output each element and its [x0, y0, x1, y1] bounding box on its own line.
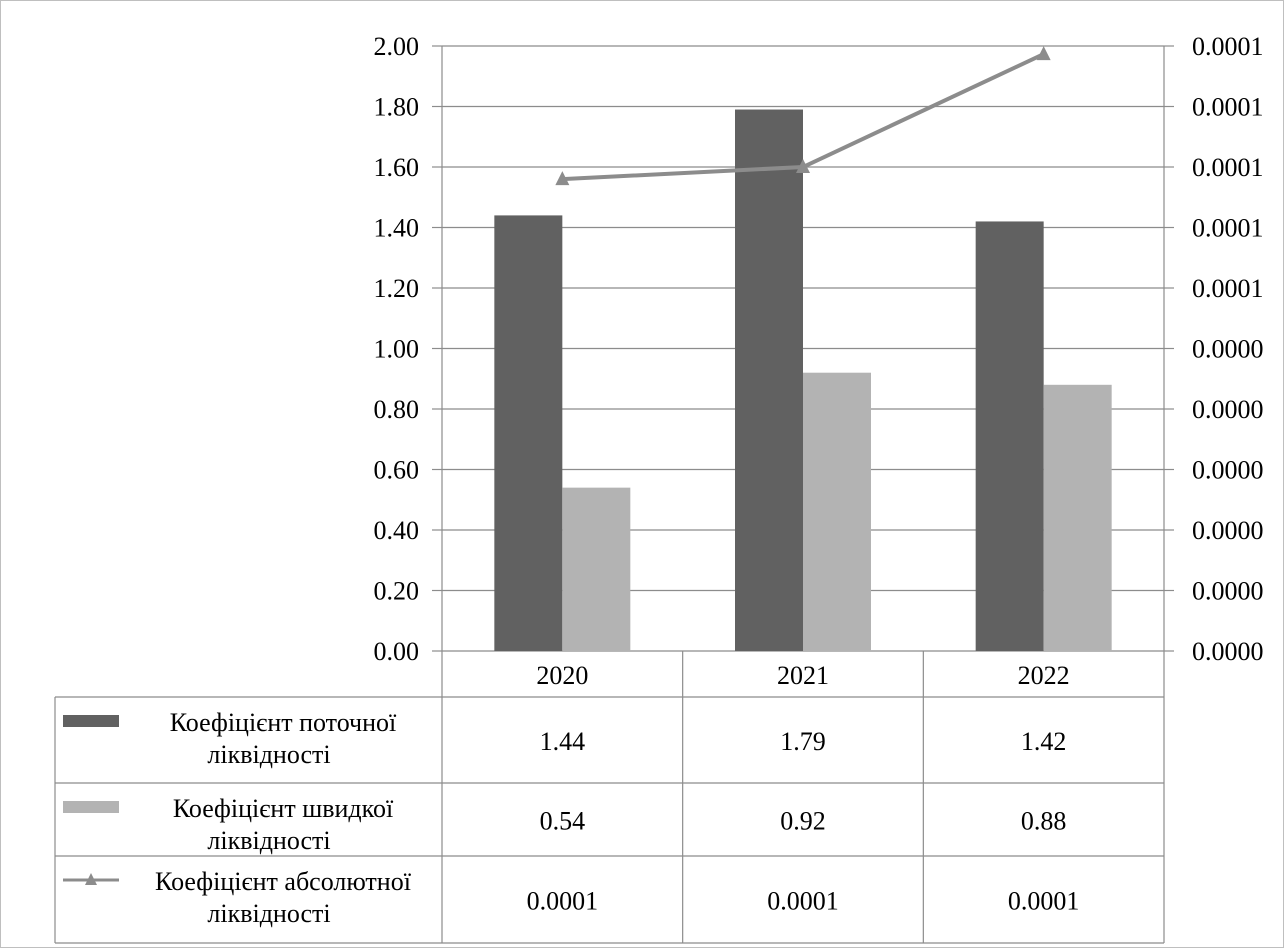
left-axis-tick-label: 0.60: [374, 456, 420, 485]
series-name-1: Коефіцієнт швидкої ліквідності: [173, 794, 394, 855]
right-axis-tick-label: 0.0000: [1192, 456, 1264, 485]
data-label-2-2020: 0.0001: [527, 887, 599, 916]
right-axis-tick-label: 0.0001: [1192, 153, 1264, 182]
left-axis-tick-label: 0.20: [374, 577, 420, 606]
category-label-2020: 2020: [536, 661, 588, 690]
data-label-0-2022: 1.42: [1021, 727, 1067, 756]
bar-current-2022: [975, 221, 1044, 651]
left-axis-tick-label: 0.80: [374, 395, 420, 424]
data-label-0-2020: 1.44: [540, 727, 586, 756]
series-name-line: Коефіцієнт абсолютної: [155, 867, 412, 896]
series-name-0: Коефіцієнт поточної ліквідності: [170, 708, 397, 769]
bar-current-2020: [494, 215, 563, 651]
bars: [494, 109, 1112, 651]
axes: 0.00 0.0000 0.20 0.0000 0.40 0.0000 0.60 0.0000…: [374, 32, 1264, 666]
data-label-1-2022: 0.88: [1021, 807, 1067, 836]
data-label-2-2021: 0.0001: [767, 887, 839, 916]
series-name-2: Коефіцієнт абсолютної ліквідності: [155, 867, 412, 928]
series-name-line: ліквідності: [207, 740, 330, 769]
right-axis-tick-label: 0.0000: [1192, 335, 1264, 364]
bar-quick-2021: [803, 372, 871, 651]
triangle-marker-2022: [1036, 46, 1051, 61]
right-axis-tick-label: 0.0001: [1192, 274, 1264, 303]
left-axis-tick-label: 2.00: [374, 32, 420, 61]
bar-quick-2020: [562, 487, 631, 651]
series-name-line: Коефіцієнт швидкої: [173, 794, 394, 823]
triangle-marker-2021: [796, 159, 810, 173]
right-axis-tick-label: 0.0001: [1192, 214, 1264, 243]
data-table: 2020 2021 2022 Коефіцієнт поточної ліквіднос…: [54, 651, 1165, 944]
legend-key-marker: [85, 873, 97, 885]
data-label-0-2021: 1.79: [780, 727, 826, 756]
left-axis-tick-label: 0.00: [374, 637, 420, 666]
legend-key-swatch: [63, 715, 119, 727]
left-axis-tick-label: 1.40: [374, 214, 420, 243]
data-label-1-2020: 0.54: [540, 807, 586, 836]
triangle-marker-2020: [555, 171, 570, 186]
left-axis-tick-label: 1.20: [374, 274, 420, 303]
data-label-2-2022: 0.0001: [1008, 887, 1080, 916]
bar-quick-2022: [1043, 384, 1112, 651]
series-name-line: ліквідності: [207, 899, 330, 928]
left-axis-tick-label: 1.00: [374, 335, 420, 364]
left-axis-tick-label: 1.80: [374, 93, 420, 122]
left-axis-tick-label: 0.40: [374, 516, 420, 545]
right-axis-tick-label: 0.0001: [1192, 93, 1264, 122]
category-label-2022: 2022: [1018, 661, 1070, 690]
right-axis-tick-label: 0.0000: [1192, 516, 1264, 545]
bar-current-2021: [735, 109, 803, 651]
right-axis-tick-label: 0.0000: [1192, 395, 1264, 424]
left-axis-tick-label: 1.60: [374, 153, 420, 182]
series-name-line: Коефіцієнт поточної: [170, 708, 397, 737]
data-label-1-2021: 0.92: [780, 807, 826, 836]
series-name-line: ліквідності: [207, 826, 330, 855]
legend-key-swatch: [63, 801, 119, 813]
right-axis-tick-label: 0.0001: [1192, 32, 1264, 61]
right-axis-tick-label: 0.0000: [1192, 577, 1264, 606]
line-series: [555, 46, 1051, 186]
right-axis-tick-label: 0.0000: [1192, 637, 1264, 666]
category-label-2021: 2021: [777, 661, 829, 690]
